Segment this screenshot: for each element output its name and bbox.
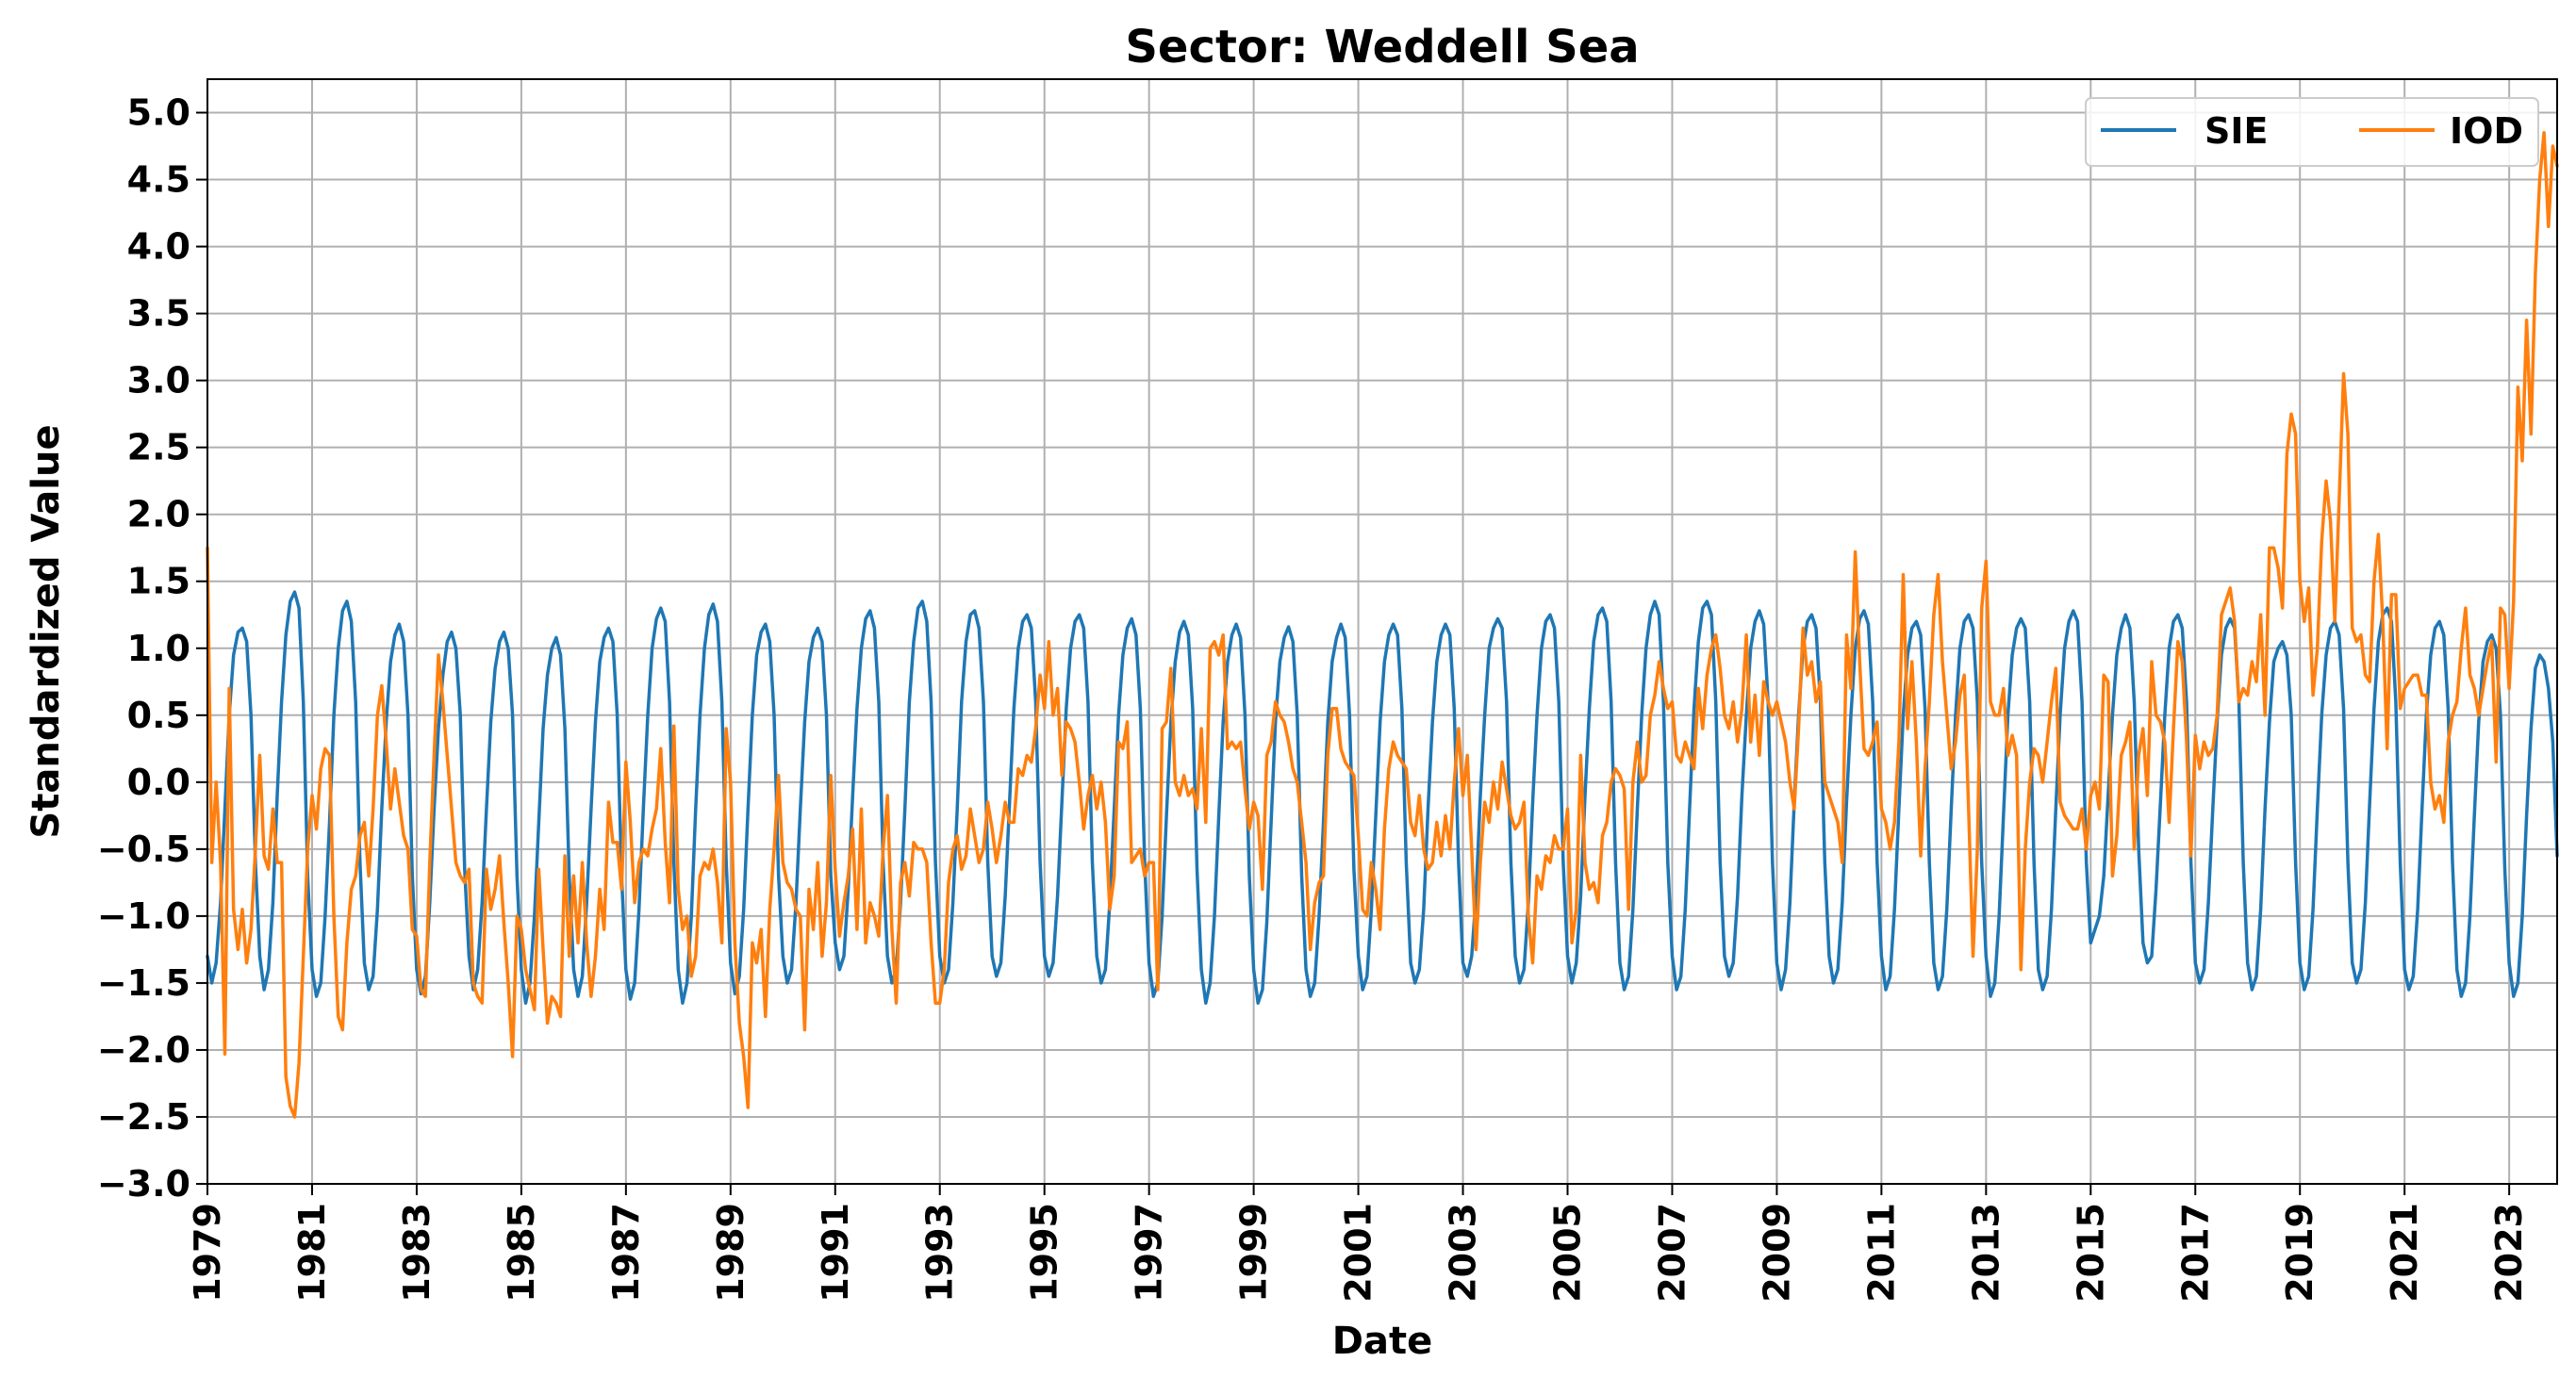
x-tick-label: 2003 <box>1443 1203 1484 1303</box>
grid <box>206 79 2557 1185</box>
x-tick-label: 2005 <box>1546 1203 1588 1303</box>
y-tick-label: 0.0 <box>127 762 190 803</box>
x-tick-label: 2011 <box>1860 1203 1902 1303</box>
y-tick-label: 3.0 <box>127 360 190 402</box>
x-tick-label: 2009 <box>1756 1203 1797 1303</box>
x-tick-label: 1983 <box>396 1203 438 1303</box>
y-tick-label: −1.0 <box>97 895 190 937</box>
x-tick-label: 2023 <box>2488 1203 2530 1303</box>
y-tick-label: 2.0 <box>127 494 190 535</box>
y-tick-label: 2.5 <box>127 427 190 468</box>
x-tick-label: 2013 <box>1965 1203 2006 1303</box>
x-tick-label: 2015 <box>2070 1203 2111 1303</box>
y-tick-label: 4.0 <box>127 226 190 268</box>
y-tick-label: −1.5 <box>97 962 190 1004</box>
series-lines <box>206 131 2559 1119</box>
ticks: −3.0 −2.5 −2.0 −1.5 −1.0 −0.5 0.0 0.5 1.0 1.5 2.0 2… <box>97 92 2530 1303</box>
y-tick-label: 3.5 <box>127 293 190 335</box>
y-tick-label: −0.5 <box>97 829 190 870</box>
y-axis-label: Standardized Value <box>25 424 68 838</box>
x-tick-label: 1999 <box>1233 1203 1275 1303</box>
y-tick-label: 1.0 <box>127 628 190 669</box>
x-tick-label: 2007 <box>1651 1203 1693 1303</box>
y-tick-label: −2.5 <box>97 1096 190 1138</box>
series-line-iod <box>206 131 2559 1119</box>
x-tick-label: 1987 <box>605 1203 647 1303</box>
x-tick-label: 2001 <box>1338 1203 1379 1303</box>
plot-frame <box>206 78 2558 1185</box>
x-tick-label: 1985 <box>501 1203 542 1303</box>
y-tick-label: −2.0 <box>97 1029 190 1071</box>
y-tick-label: −3.0 <box>97 1163 190 1205</box>
x-tick-label: 1981 <box>291 1203 333 1303</box>
x-axis-label: Date <box>1332 1320 1432 1363</box>
x-tick-label: 2017 <box>2174 1203 2216 1303</box>
x-tick-label: 1995 <box>1024 1203 1065 1303</box>
legend-label-sie: SIE <box>2204 110 2268 152</box>
y-tick-label: 0.5 <box>127 695 190 736</box>
x-tick-label: 1989 <box>710 1203 751 1303</box>
x-tick-label: 1979 <box>187 1203 228 1303</box>
y-tick-label: 4.5 <box>127 159 190 201</box>
legend-box <box>2085 97 2539 167</box>
x-tick-label: 1991 <box>815 1203 856 1303</box>
y-tick-label: 5.0 <box>127 92 190 134</box>
series-line-sie <box>206 590 2559 1005</box>
legend-label-iod: IOD <box>2450 110 2523 152</box>
legend: SIE IOD <box>2085 97 2539 167</box>
x-tick-label: 2019 <box>2279 1203 2320 1303</box>
x-tick-label: 1997 <box>1129 1203 1170 1303</box>
x-tick-label: 1993 <box>919 1203 961 1303</box>
chart-title: Sector: Weddell Sea <box>1125 21 1639 74</box>
x-tick-label: 2021 <box>2384 1203 2425 1303</box>
y-tick-label: 1.5 <box>127 561 190 602</box>
